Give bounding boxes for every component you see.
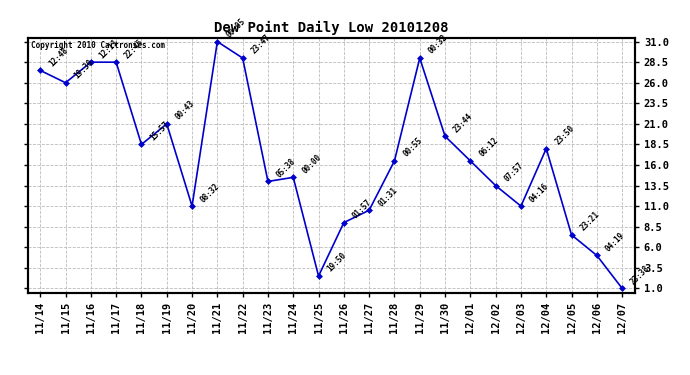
Text: 12:11: 12:11 — [98, 37, 121, 60]
Text: 00:43: 00:43 — [174, 99, 197, 122]
Text: 08:32: 08:32 — [199, 181, 221, 204]
Text: 19:30: 19:30 — [72, 58, 95, 81]
Text: 23:21: 23:21 — [578, 210, 601, 233]
Text: 15:57: 15:57 — [148, 120, 171, 142]
Text: 06:12: 06:12 — [477, 136, 500, 159]
Text: 22:46: 22:46 — [123, 37, 146, 60]
Text: 23:50: 23:50 — [553, 124, 576, 146]
Text: 23:47: 23:47 — [250, 33, 273, 56]
Text: 07:57: 07:57 — [502, 160, 525, 183]
Text: 00:05: 00:05 — [224, 17, 247, 39]
Text: 12:48: 12:48 — [47, 45, 70, 68]
Title: Dew Point Daily Low 20101208: Dew Point Daily Low 20101208 — [214, 21, 448, 35]
Text: 23:44: 23:44 — [452, 111, 475, 134]
Text: 01:57: 01:57 — [351, 198, 373, 220]
Text: 19:50: 19:50 — [326, 251, 348, 274]
Text: 00:55: 00:55 — [402, 136, 424, 159]
Text: 23:38: 23:38 — [629, 264, 652, 286]
Text: 00:00: 00:00 — [300, 153, 323, 175]
Text: 04:19: 04:19 — [604, 231, 627, 254]
Text: 04:16: 04:16 — [528, 181, 551, 204]
Text: 05:38: 05:38 — [275, 157, 297, 179]
Text: 01:31: 01:31 — [376, 185, 399, 208]
Text: 00:32: 00:32 — [426, 33, 449, 56]
Text: Copyright 2010 Cartronics.com: Copyright 2010 Cartronics.com — [30, 41, 165, 50]
